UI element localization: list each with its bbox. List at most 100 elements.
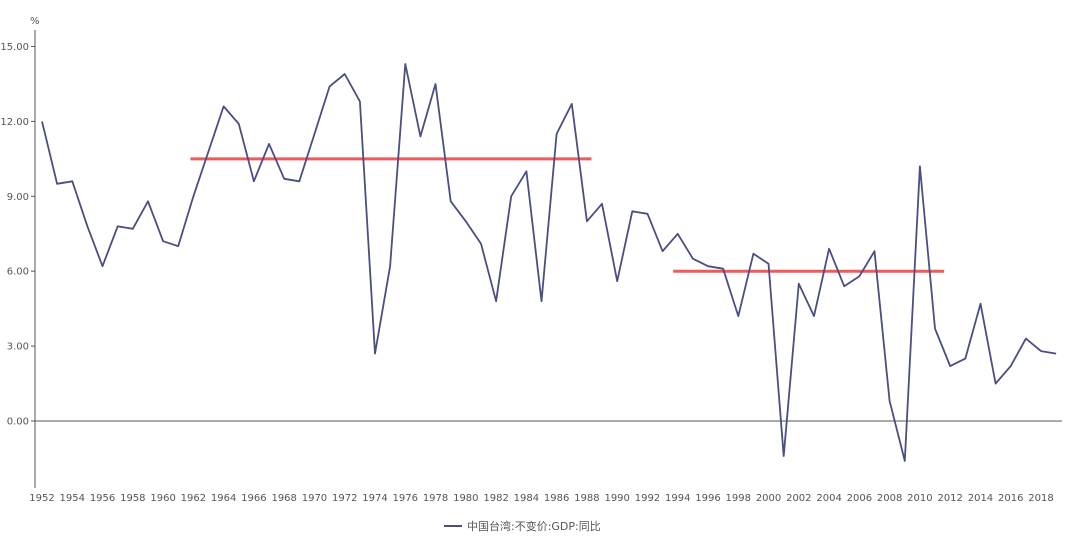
series-point — [253, 180, 255, 182]
y-tick-label: 3.00 — [7, 342, 29, 353]
y-tick-label: 15.00 — [0, 42, 29, 53]
x-tick-label: 2018 — [1028, 493, 1053, 504]
series-point — [692, 258, 694, 260]
x-axis: 1952 1954 1956 1958 1960 1962 1964 1966 1968 1970… — [29, 420, 1062, 504]
series-point — [964, 358, 966, 360]
series-point — [495, 300, 497, 302]
series-point — [571, 103, 573, 105]
series-point — [1055, 353, 1057, 355]
series-point — [359, 100, 361, 102]
series-lines — [41, 63, 1057, 462]
y-tick-label: 6.00 — [7, 267, 29, 278]
series-point — [662, 250, 664, 252]
x-tick-label: 1958 — [120, 493, 145, 504]
series-point — [980, 303, 982, 305]
x-tick-label: 1954 — [60, 493, 85, 504]
x-tick-label: 2000 — [756, 493, 781, 504]
x-tick-label: 1960 — [150, 493, 175, 504]
x-tick-label: 1980 — [453, 493, 478, 504]
y-unit-label: % — [30, 16, 40, 27]
x-tick-label: 2002 — [786, 493, 811, 504]
series-point — [768, 263, 770, 265]
series-point — [631, 210, 633, 212]
series-point — [102, 265, 104, 267]
x-tick-label: 1964 — [211, 493, 236, 504]
series-point — [162, 240, 164, 242]
y-tick-label: 12.00 — [0, 117, 29, 128]
series-point — [1010, 365, 1012, 367]
series-point — [208, 150, 210, 152]
series-point — [238, 123, 240, 125]
series-point — [450, 200, 452, 202]
series-point — [223, 105, 225, 107]
x-tick-label: 1996 — [695, 493, 720, 504]
series-point — [874, 250, 876, 252]
x-tick-label: 1974 — [362, 493, 387, 504]
series-point — [117, 225, 119, 227]
series-point — [1040, 350, 1042, 352]
series-point — [798, 283, 800, 285]
x-tick-label: 1990 — [604, 493, 629, 504]
series-point — [722, 268, 724, 270]
x-tick-label: 2004 — [816, 493, 841, 504]
series-point — [344, 73, 346, 75]
x-tick-label: 1998 — [726, 493, 751, 504]
y-axis: 15.00 12.00 9.00 6.00 3.00 0.00 — [0, 30, 36, 488]
x-tick-label: 1968 — [271, 493, 296, 504]
series-point — [525, 170, 527, 172]
series-point — [1025, 338, 1027, 340]
x-tick-label: 1988 — [574, 493, 599, 504]
series-point — [177, 245, 179, 247]
series-point — [71, 180, 73, 182]
series-point — [813, 315, 815, 317]
x-tick-label: 1994 — [665, 493, 690, 504]
series-line — [41, 63, 1057, 462]
x-tick-label: 1952 — [29, 493, 54, 504]
series-point — [56, 183, 58, 185]
series-point — [737, 315, 739, 317]
series-point — [707, 265, 709, 267]
x-tick-label: 1956 — [90, 493, 115, 504]
series-point — [192, 195, 194, 197]
y-tick-label: 0.00 — [7, 417, 29, 428]
series-point — [465, 220, 467, 222]
series-point — [147, 200, 149, 202]
series-point — [480, 243, 482, 245]
series-point — [314, 133, 316, 135]
x-tick-label: 1984 — [514, 493, 539, 504]
series-point — [541, 300, 543, 302]
x-tick-label: 1986 — [544, 493, 569, 504]
series-point — [783, 455, 785, 457]
series-point — [616, 280, 618, 282]
annotation-lines — [190, 157, 945, 273]
series-point — [86, 225, 88, 227]
series-point — [374, 353, 376, 355]
series-point — [586, 220, 588, 222]
series-point — [828, 248, 830, 250]
series-point — [510, 195, 512, 197]
series-point — [919, 165, 921, 167]
series-point — [404, 63, 406, 65]
series-point — [889, 400, 891, 402]
series-point — [601, 203, 603, 205]
legend-label: 中国台湾:不变价:GDP:同比 — [467, 519, 601, 533]
series-point — [419, 135, 421, 137]
series-point — [389, 265, 391, 267]
x-tick-label: 1992 — [635, 493, 660, 504]
series-point — [858, 275, 860, 277]
series-point — [435, 83, 437, 85]
x-tick-label: 1970 — [302, 493, 327, 504]
x-tick-label: 1982 — [483, 493, 508, 504]
x-tick-label: 1972 — [332, 493, 357, 504]
x-tick-label: 2014 — [968, 493, 993, 504]
legend[interactable]: 中国台湾:不变价:GDP:同比 — [444, 519, 601, 533]
series-point — [556, 133, 558, 135]
x-tick-label: 2012 — [937, 493, 962, 504]
series-point — [843, 285, 845, 287]
series-point — [298, 180, 300, 182]
y-tick-label: 9.00 — [7, 192, 29, 203]
series-point — [41, 120, 43, 122]
series-point — [329, 85, 331, 87]
series-point — [647, 213, 649, 215]
